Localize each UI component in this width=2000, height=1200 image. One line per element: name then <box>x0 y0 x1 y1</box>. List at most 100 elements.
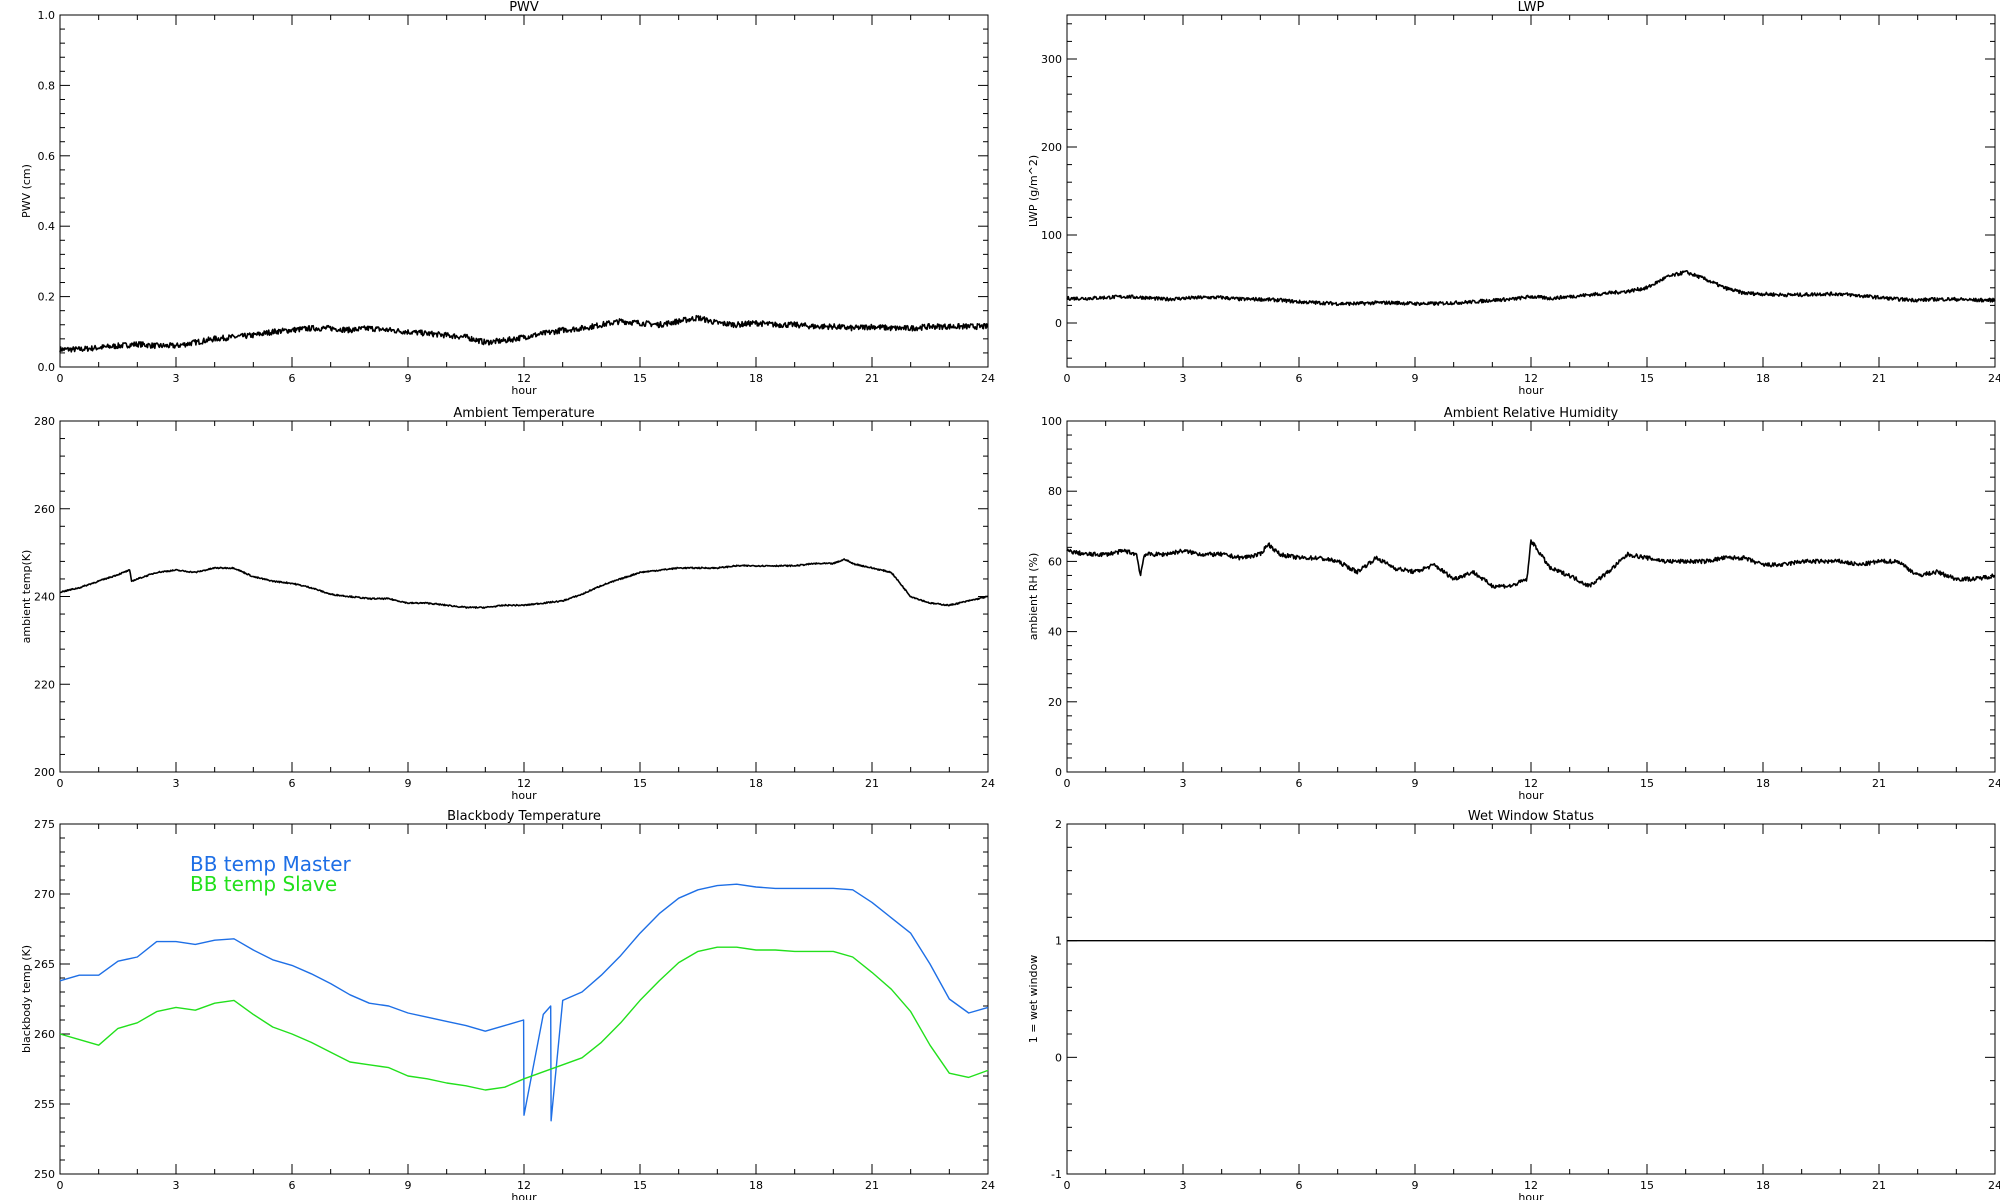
legend-entry: BB temp Master <box>190 852 352 876</box>
x-tick-label: 12 <box>1524 777 1538 790</box>
x-tick-label: 9 <box>1412 1179 1419 1192</box>
x-tick-label: 18 <box>1756 1179 1770 1192</box>
y-tick-label: 40 <box>1048 626 1062 639</box>
y-tick-label: 280 <box>34 415 55 428</box>
x-tick-label: 21 <box>865 372 879 385</box>
x-tick-label: 6 <box>1296 372 1303 385</box>
series-line-bb-temp-master <box>59 883 989 1122</box>
y-axis-label: blackbody temp (K) <box>20 945 33 1053</box>
x-tick-label: 12 <box>517 777 531 790</box>
x-tick-label: 18 <box>749 1179 763 1192</box>
x-tick-label: 0 <box>57 1179 64 1192</box>
x-tick-label: 9 <box>405 777 412 790</box>
x-tick-label: 21 <box>1872 372 1886 385</box>
y-tick-label: 0 <box>1055 766 1062 779</box>
x-tick-label: 18 <box>1756 372 1770 385</box>
x-tick-label: 24 <box>1988 372 2000 385</box>
x-tick-label: 18 <box>749 372 763 385</box>
x-tick-label: 24 <box>981 777 995 790</box>
x-axis-label: hour <box>511 384 537 397</box>
chart-title: PWV <box>509 0 539 15</box>
x-tick-label: 6 <box>1296 1179 1303 1192</box>
y-tick-label: 100 <box>1041 229 1062 242</box>
y-tick-label: 0.0 <box>38 361 56 374</box>
y-axis-label: LWP (g/m^2) <box>1027 155 1040 227</box>
chart-title: Ambient Relative Humidity <box>1444 406 1619 421</box>
series-line-lwp <box>1066 270 1996 307</box>
y-tick-label: 0.6 <box>38 150 56 163</box>
y-axis-label: ambient RH (%) <box>1027 553 1040 641</box>
y-tick-label: 80 <box>1048 485 1062 498</box>
series-line-pwv <box>59 314 989 353</box>
series-line-bb-temp-slave <box>59 946 989 1091</box>
x-tick-label: 15 <box>1640 1179 1654 1192</box>
y-tick-label: 0.8 <box>38 79 56 92</box>
chart-ambient-relative-humidity: Ambient Relative Humidity 0 3 6 9 12 15 18 21 24 h… <box>1027 406 2000 802</box>
plot-frame <box>1066 14 1996 368</box>
x-tick-label: 0 <box>57 372 64 385</box>
x-tick-label: 3 <box>173 1179 180 1192</box>
x-tick-label: 15 <box>633 372 647 385</box>
x-tick-label: 0 <box>1064 1179 1071 1192</box>
y-tick-label: 0 <box>1055 317 1062 330</box>
x-tick-label: 0 <box>1064 777 1071 790</box>
series-line-ambient-temperature <box>59 558 989 609</box>
y-tick-label: 265 <box>34 958 55 971</box>
x-tick-label: 15 <box>633 777 647 790</box>
y-tick-label: 1 <box>1055 935 1062 948</box>
x-tick-label: 24 <box>1988 777 2000 790</box>
y-tick-label: 220 <box>34 678 55 691</box>
x-tick-label: 6 <box>1296 777 1303 790</box>
y-tick-label: 250 <box>34 1168 55 1181</box>
x-tick-label: 9 <box>405 1179 412 1192</box>
chart-title: Wet Window Status <box>1468 809 1594 824</box>
x-axis-label: hour <box>1518 789 1544 802</box>
x-tick-label: 9 <box>1412 372 1419 385</box>
chart-lwp: LWP 0 3 6 9 12 15 18 21 24 hour 0 100 200 300 LWP (g/m^… <box>1027 0 2000 397</box>
y-tick-label: 1.0 <box>38 9 56 22</box>
x-axis-label: hour <box>1518 1191 1544 1200</box>
chart-title: LWP <box>1518 0 1545 15</box>
y-tick-label: 255 <box>34 1098 55 1111</box>
x-tick-label: 3 <box>1180 1179 1187 1192</box>
y-tick-label: 260 <box>34 503 55 516</box>
y-tick-label: -1 <box>1051 1168 1062 1181</box>
x-tick-label: 3 <box>173 372 180 385</box>
legend-entry: BB temp Slave <box>190 872 337 896</box>
chart-pwv: PWV 0 3 6 9 12 15 18 21 24 hour 0.0 0.2 0.4 0.6 0.8 1.0 P… <box>20 0 995 397</box>
x-tick-label: 24 <box>1988 1179 2000 1192</box>
y-tick-label: 270 <box>34 888 55 901</box>
x-tick-label: 6 <box>289 777 296 790</box>
x-tick-label: 24 <box>981 1179 995 1192</box>
series-line-ambient-relative-humidity <box>1066 539 1996 589</box>
y-tick-label: 2 <box>1055 818 1062 831</box>
plot-frame <box>1066 420 1996 773</box>
plot-frame <box>59 420 989 773</box>
x-tick-label: 21 <box>865 1179 879 1192</box>
x-tick-label: 3 <box>1180 777 1187 790</box>
y-axis-label: ambient temp(K) <box>20 550 33 644</box>
x-axis-label: hour <box>511 789 537 802</box>
chart-blackbody-temperature: Blackbody Temperature 0 3 6 9 12 15 18 21 24 hour 2… <box>20 809 995 1200</box>
x-tick-label: 3 <box>1180 372 1187 385</box>
y-tick-label: 0.2 <box>38 291 56 304</box>
y-tick-label: 200 <box>34 766 55 779</box>
x-tick-label: 12 <box>1524 1179 1538 1192</box>
x-tick-label: 12 <box>517 1179 531 1192</box>
chart-title: Ambient Temperature <box>453 406 594 421</box>
y-tick-label: 20 <box>1048 696 1062 709</box>
plot-frame <box>1066 823 1996 1175</box>
y-tick-label: 0.4 <box>38 220 56 233</box>
y-axis-label: 1 = wet window <box>1027 955 1040 1044</box>
y-axis-label: PWV (cm) <box>20 164 33 218</box>
x-tick-label: 24 <box>981 372 995 385</box>
x-tick-label: 15 <box>633 1179 647 1192</box>
x-tick-label: 18 <box>749 777 763 790</box>
x-tick-label: 21 <box>1872 777 1886 790</box>
x-tick-label: 0 <box>1064 372 1071 385</box>
y-tick-label: 200 <box>1041 141 1062 154</box>
x-tick-label: 9 <box>405 372 412 385</box>
y-tick-label: 240 <box>34 591 55 604</box>
